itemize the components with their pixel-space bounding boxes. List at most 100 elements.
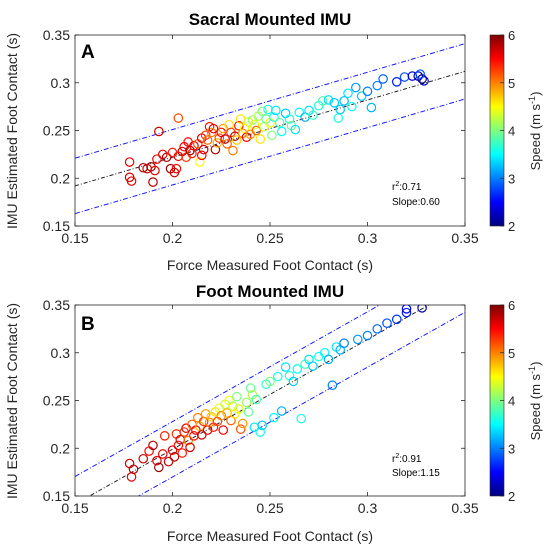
panel-b-data-point [159, 431, 170, 441]
panel-a: Sacral Mounted IMU 0.15 0.2 0.25 0.3 0.350.1… [4, 10, 543, 273]
panel-b-data-point [152, 455, 162, 466]
panel-b-r2-value: :0.91 [399, 454, 422, 465]
panel-a-data-point [124, 157, 135, 167]
panel-a-upper-band-line [75, 43, 465, 159]
panel-b-points [124, 305, 427, 482]
panel-b-data-point [234, 404, 244, 414]
panel-a-x-label: Force Measured Foot Contact (s) [167, 257, 373, 273]
panel-b-x-tick-label: 0.15 [61, 500, 88, 516]
panel-a-data-point [228, 145, 238, 156]
panel-a-letter: A [81, 42, 95, 63]
panel-b-data-point [200, 409, 211, 419]
panel-a-data-point [208, 123, 219, 134]
panel-a-data-point [271, 105, 281, 116]
panel-b-data-point [327, 380, 338, 391]
panel-b-data-point [292, 364, 303, 374]
panel-a-x-tick-label: 0.25 [256, 230, 283, 246]
panel-a-colorbar-label-sup: -1 [527, 96, 537, 104]
panel-a-data-point [152, 154, 162, 164]
panel-b-data-point [352, 334, 363, 345]
panel-b-data-point [243, 407, 254, 417]
panel-a-slope: Slope:0.60 [392, 197, 440, 208]
panel-a-data-point [362, 86, 373, 97]
panel-a-r2-label: r [392, 182, 396, 193]
panel-b-regression-line [88, 305, 430, 496]
panel-a-r2-sup: 2 [395, 181, 399, 188]
panel-a-data-point [232, 135, 242, 145]
panel-a-data-point [276, 126, 287, 137]
panel-a-data-point [196, 150, 207, 161]
panel-b-data-point [323, 354, 334, 365]
panel-a-x-tick-label: 0.35 [451, 230, 478, 246]
panel-b-colorbar-label-sup: -1 [527, 366, 537, 374]
panel-b-data-point [163, 456, 174, 467]
panel-a-y-tick-label: 0.2 [51, 170, 71, 186]
panel-b-data-point [280, 362, 291, 372]
panel-a-colorbar-label-end: ) [528, 92, 543, 96]
panel-a-y-tick-label: 0.35 [43, 27, 70, 43]
panel-a-data-point [417, 74, 427, 84]
panel-b-data-point [157, 449, 168, 459]
panel-b-upper-band-line [75, 305, 381, 477]
panel-a-y-tick-label: 0.25 [43, 123, 70, 139]
panel-a-data-point [308, 110, 318, 121]
panel-b-data-point [296, 413, 306, 424]
panel-b-data-point [241, 397, 252, 408]
panel-b-data-point [251, 394, 262, 405]
panel-a-colorbar-tick-label: 5 [508, 76, 515, 91]
panel-a-data-point [195, 157, 205, 167]
panel-b-lower-band-line [137, 311, 465, 496]
panel-b-colorbar-label: Speed (m s-1) [527, 362, 543, 441]
panel-b-colorbar: 2 3 4 5 6 Speed (m s-1) [489, 298, 543, 504]
panel-a-data-point [161, 152, 172, 163]
panel-a-points [124, 69, 429, 187]
panel-b-data-point [237, 418, 248, 429]
panel-a-data-point [356, 91, 367, 101]
panel-b-data-point [185, 442, 195, 453]
panel-b-data-point [391, 314, 402, 325]
panel-b-r2-label: r [392, 454, 396, 465]
panel-b-x-label: Force Measured Foot Contact (s) [167, 528, 373, 544]
panel-a-colorbar-label: Speed (m s-1) [527, 92, 543, 171]
panel-b-r2-sup: 2 [395, 453, 399, 460]
panel-a-data-point [333, 113, 344, 123]
panel-a-data-point [294, 107, 305, 118]
panel-a-colorbar-tick-label: 4 [508, 124, 515, 139]
panel-b-data-point [417, 305, 427, 313]
panel-b-colorbar-label-main: Speed (m s [528, 373, 543, 440]
panel-b-data-point [255, 427, 266, 437]
panel-a-data-point [415, 69, 425, 79]
panel-b-ticks: 0.15 0.2 0.25 0.3 0.35 0.15 0.2 0.25 0.3 0.35 [43, 297, 479, 516]
panel-a-data-point [198, 144, 209, 155]
panel-b-colorbar-tick-label: 4 [508, 394, 515, 409]
panel-a-y-tick-label: 0.15 [43, 218, 70, 234]
panel-b-y-tick-label: 0.15 [43, 488, 70, 504]
panel-a-title: Sacral Mounted IMU [189, 10, 351, 29]
panel-a-data-point [366, 102, 377, 113]
panel-b-data-point [183, 435, 193, 446]
panel-a-data-point [347, 101, 357, 112]
panel-a-data-point [171, 163, 182, 174]
panel-a-data-point [343, 88, 353, 99]
panel-a-y-tick-label: 0.3 [51, 75, 71, 91]
panel-a-colorbar-tick-label: 3 [508, 171, 515, 186]
panel-b-data-point [196, 430, 207, 440]
panel-a-x-tick-label: 0.15 [61, 230, 88, 246]
panel-b-title: Foot Mounted IMU [196, 282, 344, 301]
panel-b-r2: r2:0.91 [392, 453, 422, 465]
panel-a-data-point [290, 124, 301, 135]
panel-a-r2: r2:0.71 [392, 181, 422, 193]
panel-b-data-point [257, 420, 267, 431]
panel-a-data-point [222, 139, 232, 149]
panel-a-data-point [274, 118, 285, 128]
panel-a-x-tick-label: 0.2 [163, 230, 183, 246]
panel-a-colorbar-tick-label: 2 [508, 219, 515, 234]
panel-b-data-point [232, 391, 242, 402]
panel-b-colorbar-label-end: ) [528, 362, 543, 366]
panel-a-fit-lines [75, 43, 465, 215]
panel-a-x-tick-label: 0.3 [358, 230, 378, 246]
panel-b-slope: Slope:1.15 [392, 468, 440, 479]
panel-b-fit-lines [75, 305, 465, 496]
panel-b-data-point [138, 453, 149, 464]
panel-b-colorbar-tick-label: 5 [508, 346, 515, 361]
